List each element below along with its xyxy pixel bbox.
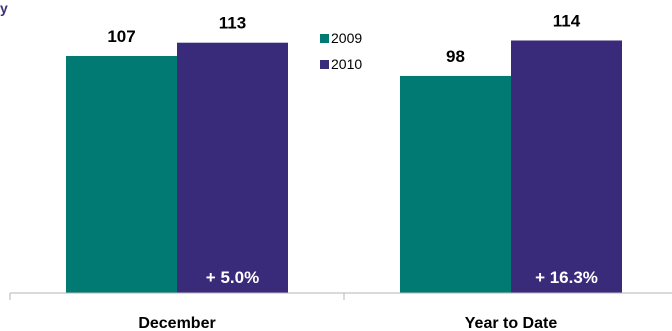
legend-label-2009: 2009 xyxy=(331,30,362,46)
data-label-2009-0: 107 xyxy=(107,27,135,46)
category-label-1: Year to Date xyxy=(465,315,558,331)
bar-2010-0 xyxy=(177,42,288,293)
chart-title-fragment: y xyxy=(0,0,8,16)
legend-label-2010: 2010 xyxy=(331,56,362,72)
legend-swatch-2010 xyxy=(320,60,329,69)
legend-swatch-2009 xyxy=(320,34,329,43)
change-label-1: + 16.3% xyxy=(535,268,598,287)
category-label-0: December xyxy=(138,315,215,331)
data-label-2010-0: 113 xyxy=(219,14,246,33)
bar-2009-0 xyxy=(66,55,177,294)
change-label-0: + 5.0% xyxy=(206,268,259,287)
bar-2009-1 xyxy=(400,75,511,294)
data-label-2009-1: 98 xyxy=(446,47,465,66)
data-label-2010-1: 114 xyxy=(553,11,581,30)
bar-2010-1 xyxy=(511,40,622,293)
